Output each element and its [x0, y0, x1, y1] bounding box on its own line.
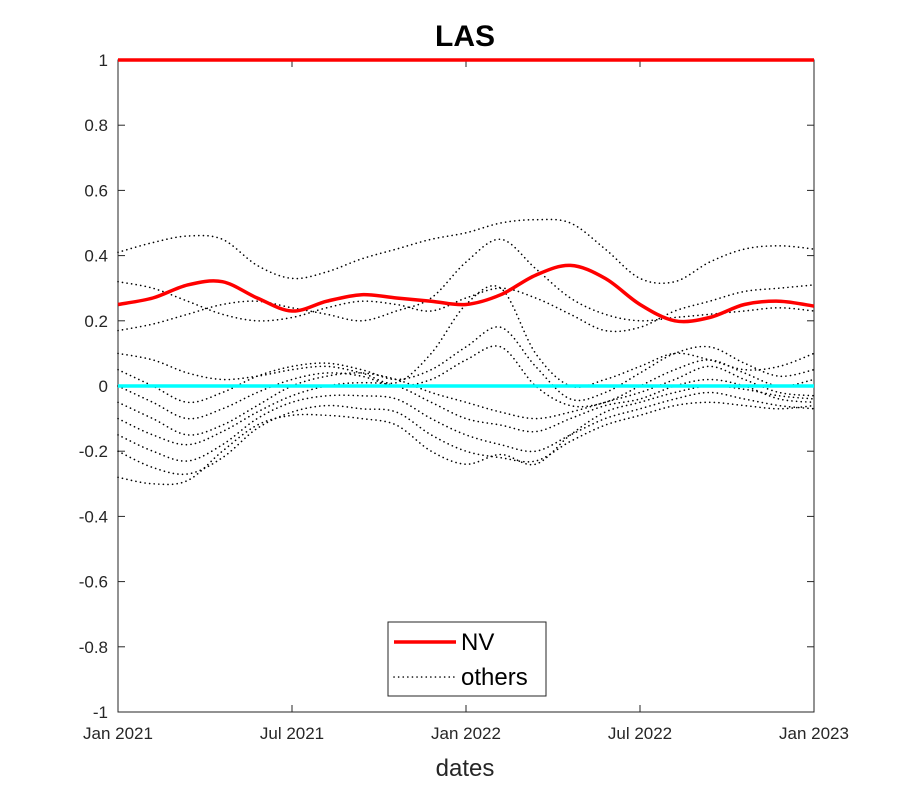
- series-line-others: [117, 365, 815, 436]
- series-line-others: [117, 238, 815, 332]
- y-tick-label: 0.4: [84, 247, 108, 266]
- series-line-others: [117, 345, 815, 420]
- y-tick-label: 0: [99, 377, 108, 396]
- legend-box: [387, 621, 547, 697]
- y-tick-label: -0.4: [79, 507, 108, 526]
- chart-title: LAS: [435, 20, 495, 53]
- x-tick-label: Jul 2021: [260, 724, 324, 743]
- plot-area: -1 -0.8 -0.6 -0.4 -0.2 0 0.2 0.4 0.6 0.8 1 Jan 2021…: [79, 51, 849, 743]
- y-tick-label: 0.6: [84, 181, 108, 200]
- series-line-nv: [117, 263, 815, 324]
- series-line-others: [117, 280, 815, 333]
- series-line-others: [117, 218, 815, 285]
- y-tick-label: 0.8: [84, 116, 108, 135]
- y-tick-label: 1: [99, 51, 108, 70]
- y-tick-label: -0.8: [79, 638, 108, 657]
- x-tick-label: Jan 2021: [83, 724, 153, 743]
- x-tick-label: Jul 2022: [608, 724, 672, 743]
- y-tick-label: 0.2: [84, 312, 108, 331]
- series-line-others: [117, 385, 815, 486]
- series-line-others: [117, 391, 815, 462]
- legend-label-nv: NV: [461, 629, 494, 656]
- legend: NV others: [387, 621, 547, 697]
- x-axis-label: dates: [436, 755, 495, 782]
- series-line-others: [117, 401, 815, 476]
- x-tick-label: Jan 2022: [431, 724, 501, 743]
- series-line-others: [117, 378, 815, 446]
- y-tick-label: -0.2: [79, 442, 108, 461]
- y-tick-label: -0.6: [79, 573, 108, 592]
- series-line-others: [117, 284, 815, 389]
- legend-label-others: others: [461, 664, 528, 691]
- x-tick-label: Jan 2023: [779, 724, 849, 743]
- y-tick-label: -1: [93, 703, 108, 722]
- series-line-others: [117, 326, 815, 404]
